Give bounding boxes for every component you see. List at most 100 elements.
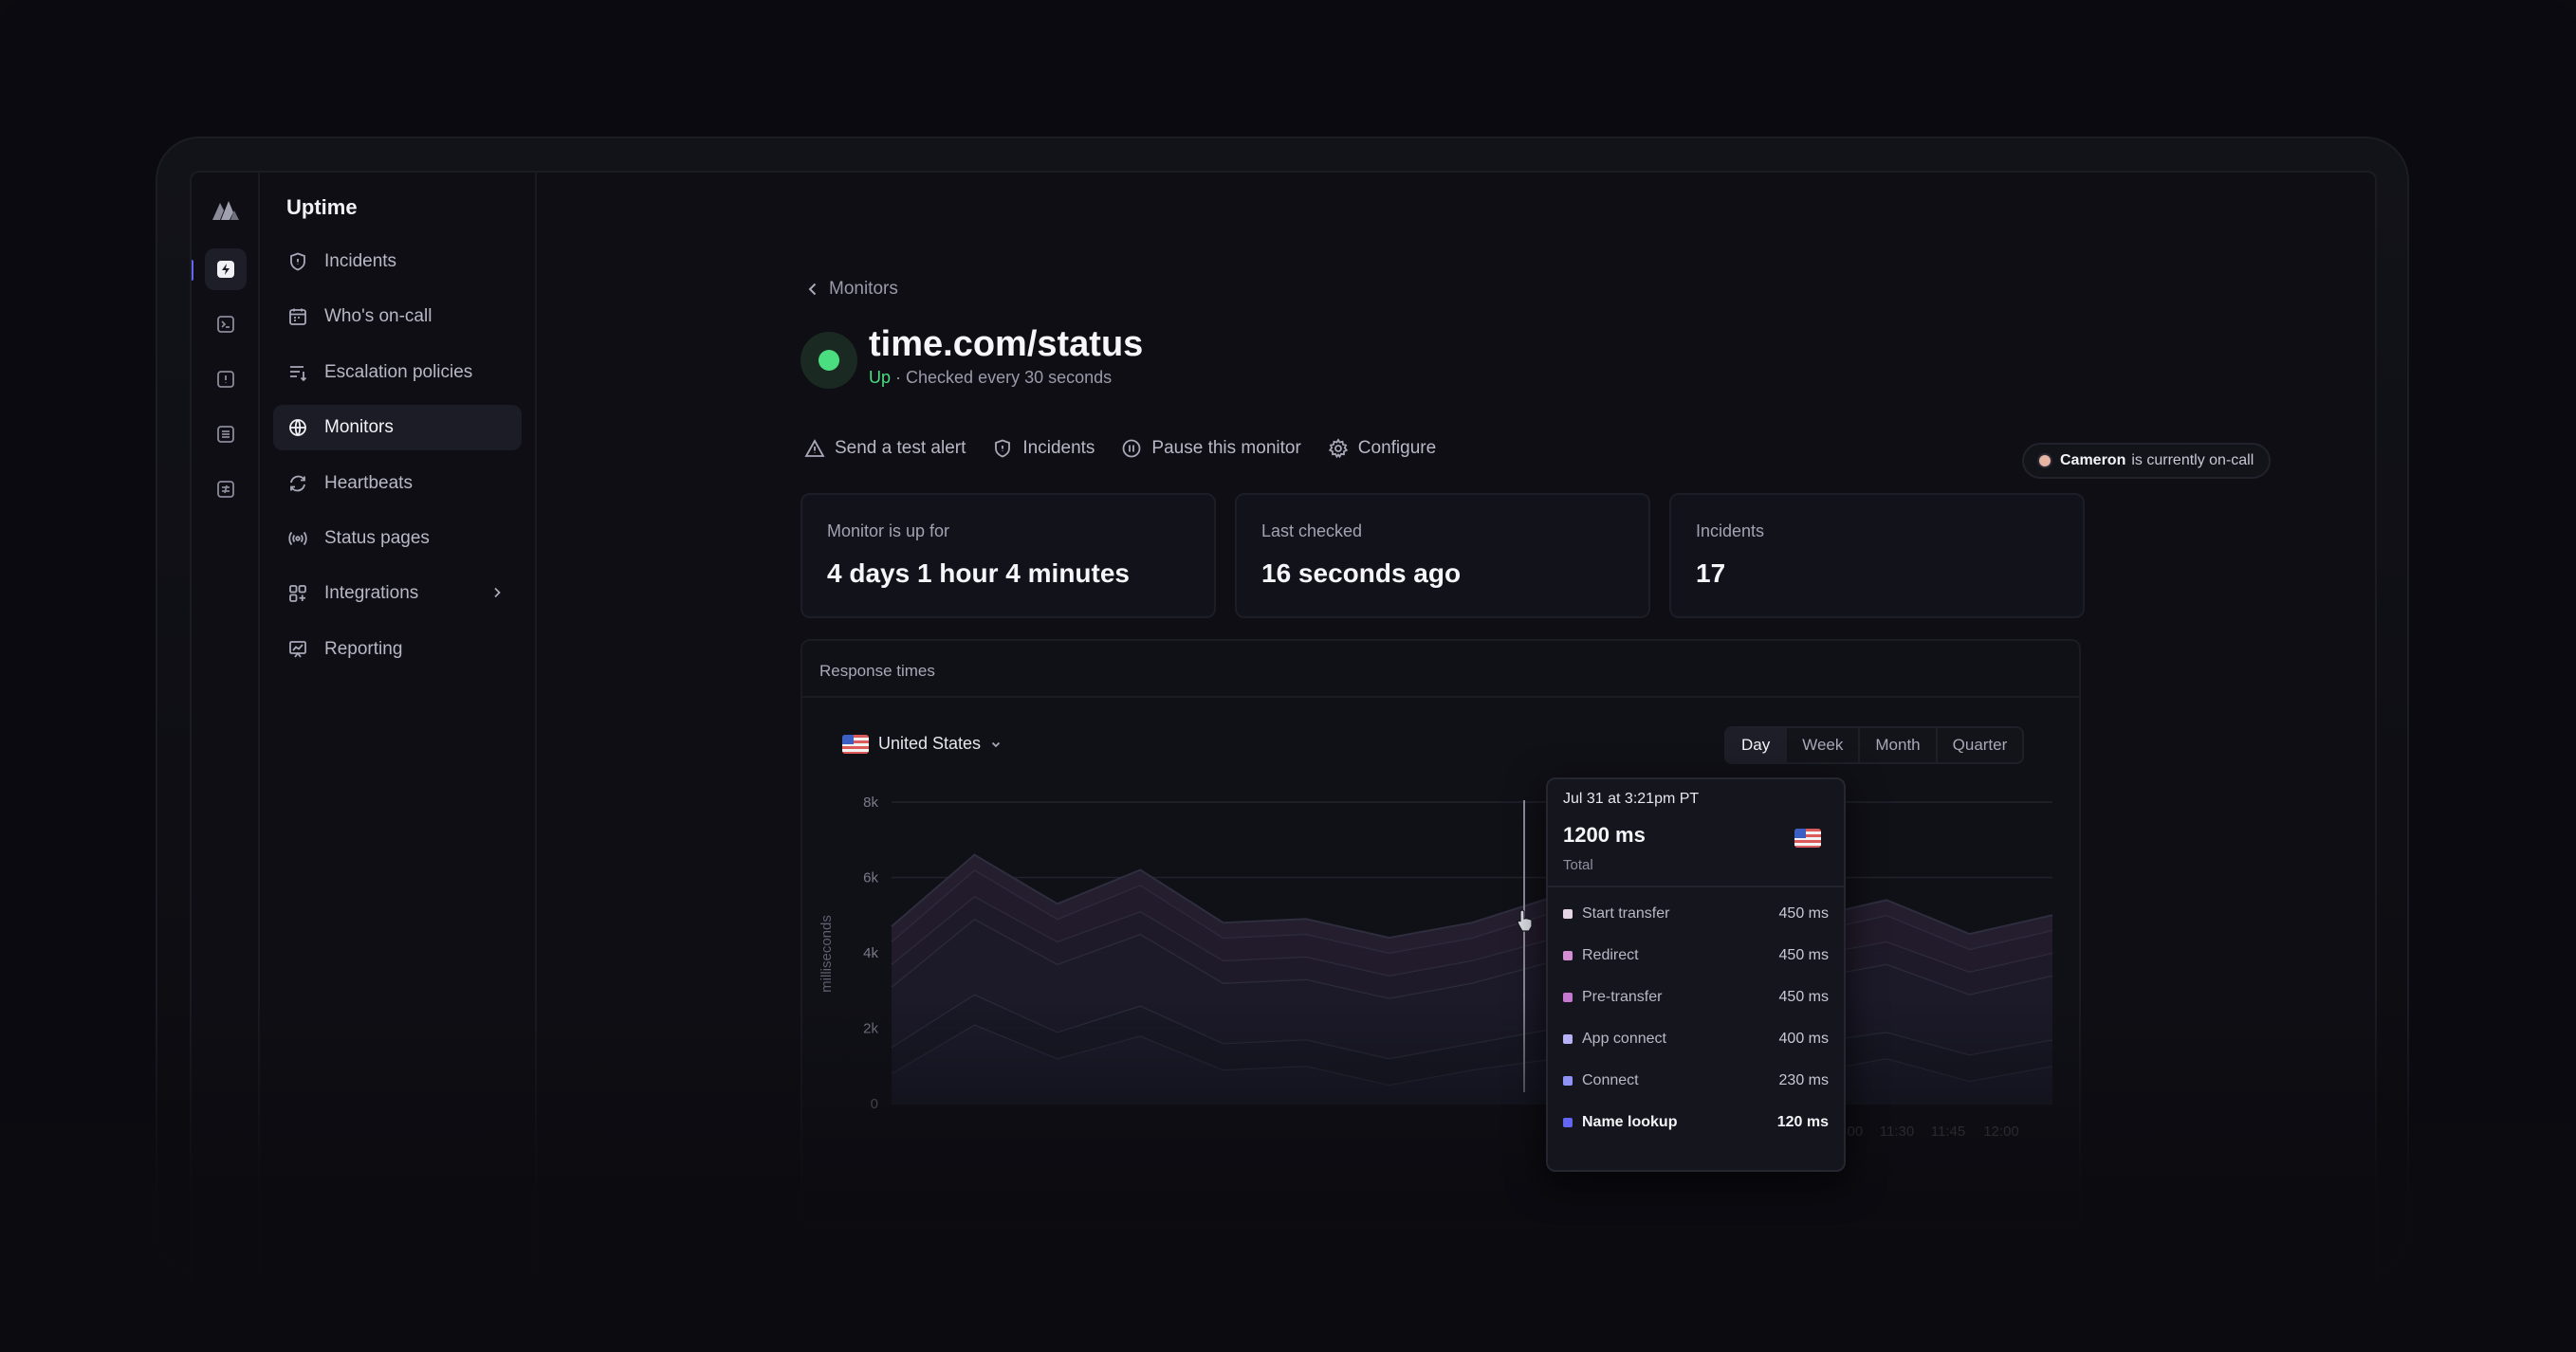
tooltip-row-value: 400 ms xyxy=(1778,1031,1829,1047)
tooltip-date: Jul 31 at 3:21pm PT xyxy=(1563,791,1700,807)
tooltip-total-label: Total xyxy=(1563,857,1593,873)
sidebar-item-label: Heartbeats xyxy=(324,472,413,493)
sidebar-item-heartbeats[interactable]: Heartbeats xyxy=(273,461,522,506)
x-tick-label: 11:30 xyxy=(1880,1124,1914,1140)
app-logo-icon xyxy=(212,201,239,220)
list-sort-icon xyxy=(286,361,309,384)
tooltip-row-label: Redirect xyxy=(1582,947,1639,963)
series-swatch xyxy=(1563,951,1573,960)
tooltip-row-label: Pre-transfer xyxy=(1582,989,1663,1005)
oncall-badge[interactable]: Cameron is currently on-call xyxy=(2022,443,2272,479)
region-select[interactable]: United States xyxy=(842,734,1002,754)
card-label: Last checked xyxy=(1261,521,1363,540)
page-title: time.com/status xyxy=(869,324,1144,364)
broadcast-icon xyxy=(286,527,309,550)
tooltip-row: Connect 230 ms xyxy=(1563,1060,1829,1102)
series-area-start-transfer xyxy=(892,854,2052,953)
series-swatch xyxy=(1563,1076,1573,1086)
tooltip-row-value: 450 ms xyxy=(1778,905,1829,922)
logs-icon xyxy=(217,426,234,443)
card-label: Incidents xyxy=(1696,521,1765,540)
gear-icon xyxy=(1328,438,1349,459)
tooltip-row: Redirect 450 ms xyxy=(1563,935,1829,977)
sidebar-item-reporting[interactable]: Reporting xyxy=(273,627,522,672)
sidebar-nav: Incidents Who's on-call Escalation polic… xyxy=(273,239,522,682)
sidebar-item-label: Incidents xyxy=(324,251,397,271)
us-flag-icon xyxy=(1794,829,1821,848)
card-value: 17 xyxy=(1696,558,1726,588)
sidebar-item-integrations[interactable]: Integrations xyxy=(273,571,522,616)
configure-button[interactable]: Configure xyxy=(1328,438,1436,459)
sidebar-item-whos-on-call[interactable]: Who's on-call xyxy=(273,294,522,339)
tooltip-row-value: 450 ms xyxy=(1778,989,1829,1005)
alert-icon xyxy=(217,371,234,388)
y-tick-label: 6k xyxy=(863,870,878,886)
tooltip-row-value: 450 ms xyxy=(1778,947,1829,963)
rail-settings-button[interactable] xyxy=(205,468,247,510)
calendar-icon xyxy=(286,305,309,328)
period-week[interactable]: Week xyxy=(1787,728,1861,762)
hover-crosshair xyxy=(1523,800,1525,1092)
sidebar-item-monitors[interactable]: Monitors xyxy=(273,405,522,451)
status-text: Up xyxy=(869,368,892,387)
status-dot xyxy=(819,350,839,371)
period-quarter[interactable]: Quarter xyxy=(1952,736,2008,754)
tooltip-row: App connect 400 ms xyxy=(1563,1018,1829,1060)
tooltip-total: 1200 ms xyxy=(1563,823,1646,847)
chart-board-icon xyxy=(286,638,309,661)
sidebar-item-escalation-policies[interactable]: Escalation policies xyxy=(273,350,522,395)
panel-title: Response times xyxy=(802,641,2079,698)
monitor-subtitle: Up · Checked every 30 seconds xyxy=(869,368,1112,388)
y-tick-label: 2k xyxy=(863,1021,878,1037)
bolt-icon xyxy=(217,261,234,278)
pause-monitor-button[interactable]: Pause this monitor xyxy=(1121,438,1301,459)
card-value: 4 days 1 hour 4 minutes xyxy=(827,558,1130,588)
main-content: Monitors time.com/status Up · Checked ev… xyxy=(537,173,2375,1289)
incidents-card[interactable]: Incidents 17 xyxy=(1669,493,2085,618)
y-tick-label: 0 xyxy=(871,1096,878,1112)
breadcrumb-label: Monitors xyxy=(829,279,898,299)
app-window: Uptime Incidents Who's on-call Escalatio… xyxy=(190,171,2377,1289)
period-month[interactable]: Month xyxy=(1860,728,1938,762)
sidebar-item-incidents[interactable]: Incidents xyxy=(273,239,522,284)
uptime-card: Monitor is up for 4 days 1 hour 4 minute… xyxy=(800,493,1216,618)
tooltip-row-label: App connect xyxy=(1582,1031,1666,1047)
last-checked-card: Last checked 16 seconds ago xyxy=(1235,493,1650,618)
configure-label: Configure xyxy=(1357,438,1437,458)
us-flag-icon xyxy=(842,734,869,754)
pause-monitor-label: Pause this monitor xyxy=(1151,438,1301,458)
sidebar-item-label: Escalation policies xyxy=(324,361,473,382)
series-line-start-transfer xyxy=(891,853,2053,940)
card-label: Monitor is up for xyxy=(827,521,950,540)
oncall-name: Cameron xyxy=(2060,452,2126,468)
tooltip-row-label: Start transfer xyxy=(1582,905,1670,922)
globe-icon xyxy=(286,416,309,439)
tooltip-row: Name lookup 120 ms xyxy=(1563,1102,1829,1143)
response-times-panel: Response times United States Day Week Mo… xyxy=(800,639,2081,1227)
avatar xyxy=(2037,453,2052,468)
series-area-redirect xyxy=(892,869,2052,976)
incidents-button[interactable]: Incidents xyxy=(992,438,1095,459)
grid-plus-icon xyxy=(286,582,309,605)
sidebar-item-label: Reporting xyxy=(324,638,403,659)
sidebar-item-status-pages[interactable]: Status pages xyxy=(273,516,522,561)
sliders-icon xyxy=(217,481,234,498)
chevron-down-icon xyxy=(991,741,1001,747)
period-day[interactable]: Day xyxy=(1726,728,1788,762)
rail-uptime-button[interactable] xyxy=(205,248,247,290)
send-test-alert-button[interactable]: Send a test alert xyxy=(804,438,966,459)
y-tick-label: 8k xyxy=(863,795,878,811)
series-swatch xyxy=(1563,1118,1573,1127)
series-swatch xyxy=(1563,909,1573,919)
sidebar: Uptime Incidents Who's on-call Escalatio… xyxy=(260,173,537,1289)
rail-terminal-button[interactable] xyxy=(205,303,247,345)
breadcrumb[interactable]: Monitors xyxy=(806,279,898,300)
x-tick-label: 12:00 xyxy=(1983,1124,2019,1140)
tooltip-row: Start transfer 450 ms xyxy=(1563,893,1829,935)
rail-logs-button[interactable] xyxy=(205,413,247,455)
stat-cards: Monitor is up for 4 days 1 hour 4 minute… xyxy=(800,493,2104,618)
check-interval: · Checked every 30 seconds xyxy=(895,368,1113,387)
rail-alert-button[interactable] xyxy=(205,358,247,400)
chart-tooltip: Jul 31 at 3:21pm PT 1200 ms Total Start … xyxy=(1546,777,1846,1172)
